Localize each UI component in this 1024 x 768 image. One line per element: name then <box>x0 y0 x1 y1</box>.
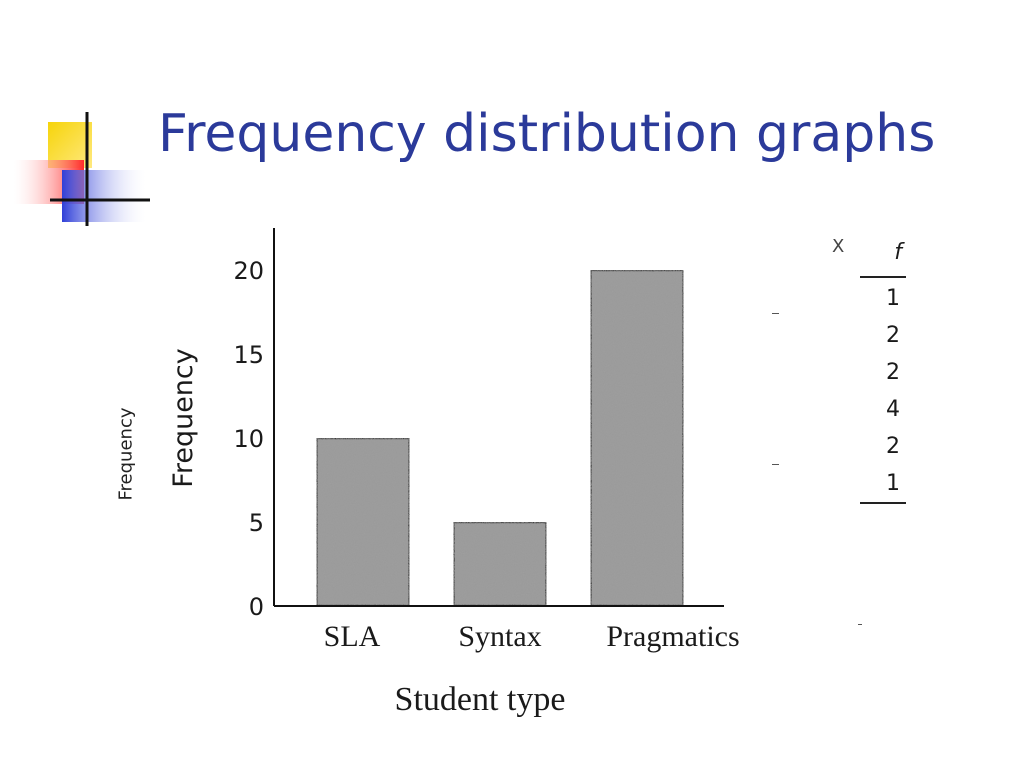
freq-table: f 1 2 2 4 2 1 <box>856 240 906 504</box>
x-category-label: SLA <box>324 620 381 653</box>
slide-logo-icon <box>14 112 150 226</box>
freq-table-cell: 2 <box>886 360 900 385</box>
y-axis-title: Frequency <box>168 348 199 488</box>
bar-sla <box>315 436 411 608</box>
bar-pragmatics <box>589 268 685 608</box>
freq-table-top-rule <box>860 276 906 278</box>
scan-mark <box>858 624 862 625</box>
scan-mark <box>772 313 779 314</box>
freq-table-cell: 2 <box>886 323 900 348</box>
bar-syntax <box>452 520 548 608</box>
y-tick-label: 5 <box>249 509 264 537</box>
scan-mark <box>772 464 779 465</box>
x-axis-title: Student type <box>395 681 566 718</box>
freq-table-cell: 2 <box>886 434 900 459</box>
slide-title: Frequency distribution graphs <box>158 104 936 164</box>
freq-table-bottom-rule <box>860 502 906 504</box>
freq-table-cell: 1 <box>886 286 900 311</box>
freq-table-f-header: f <box>894 240 902 265</box>
freq-table-x-header: X <box>832 236 845 257</box>
y-tick-label: 20 <box>233 257 264 285</box>
x-category-label: Pragmatics <box>606 620 739 653</box>
y-tick-label: 0 <box>249 593 264 621</box>
freq-table-cell: 4 <box>886 397 900 422</box>
freq-table-cell: 1 <box>886 471 900 496</box>
y-tick-label: 15 <box>233 341 264 369</box>
x-category-label: Syntax <box>458 620 541 653</box>
y-tick-label: 10 <box>233 425 264 453</box>
